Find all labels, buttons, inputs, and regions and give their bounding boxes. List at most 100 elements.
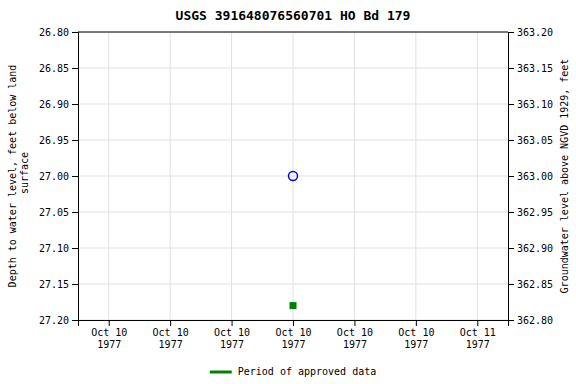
y-tick-mark: [72, 68, 78, 69]
grid-line-y: [78, 32, 508, 33]
y2-tick: 363.10: [508, 99, 553, 110]
x-tick-label: Oct 101977: [214, 327, 250, 350]
y2-tick-label: 363.10: [517, 99, 553, 110]
y2-tick-mark: [508, 68, 514, 69]
y-axis-title-line: surface: [19, 152, 30, 200]
y2-axis-title: Groundwater level above NGVD 1929, feet: [559, 59, 570, 294]
y2-tick: 362.80: [508, 315, 553, 326]
x-tick-label: Oct 101977: [398, 327, 434, 350]
title: USGS 391648076560701 HO Bd 179: [176, 8, 411, 23]
grid-line-x: [354, 32, 355, 320]
series: [289, 172, 298, 181]
y-axis-title: Depth to water level, feet below land su…: [7, 65, 30, 288]
x-tick-label-line: 1977: [159, 339, 183, 350]
grid-line-x: [231, 32, 232, 320]
y-tick-mark: [72, 140, 78, 141]
y2-tick: 363.15: [508, 63, 553, 74]
y2-tick-mark: [508, 248, 514, 249]
y-tick: 27.15: [39, 279, 78, 290]
legend: Period of approved data: [210, 366, 376, 377]
y-tick-label: 27.15: [39, 279, 69, 290]
x-tick: Oct 101977: [275, 320, 311, 350]
x-tick-mark: [354, 320, 355, 326]
x-tick-label-line: Oct 10: [214, 327, 250, 338]
y-tick-label: 27.05: [39, 207, 69, 218]
y2-axis-line: [509, 33, 515, 321]
x-tick-label-line: 1977: [281, 339, 305, 350]
point: [289, 172, 298, 181]
x-tick-label-line: 1977: [404, 339, 428, 350]
y-tick-label: 27.20: [39, 315, 69, 326]
y2-tick: 362.85: [508, 279, 553, 290]
x-tick-label: Oct 101977: [153, 327, 189, 350]
y2-tick: 363.20: [508, 27, 553, 38]
x-tick: Oct 101977: [337, 320, 373, 350]
y2-tick-mark: [508, 104, 514, 105]
x-tick-label-line: 1977: [343, 339, 367, 350]
data-layer: [289, 172, 298, 310]
y-tick-mark: [72, 284, 78, 285]
x-tick-label-line: Oct 10: [275, 327, 311, 338]
frame-top: [78, 32, 508, 33]
y-tick: 26.95: [39, 135, 78, 146]
y2-tick-mark: [508, 176, 514, 177]
x-tick: Oct 101977: [153, 320, 189, 350]
y-tick: 27.10: [39, 243, 78, 254]
x-tick: Oct 111977: [460, 320, 496, 350]
y2-tick-label: 362.90: [517, 243, 553, 254]
y-tick: 27.20: [39, 315, 78, 326]
x-tick: Oct 101977: [398, 320, 434, 350]
x-tick-mark: [416, 320, 417, 326]
grid-line-x: [108, 32, 109, 320]
legend-label: Period of approved data: [238, 366, 376, 377]
grid: [78, 32, 508, 320]
y2-tick-label: 362.80: [517, 315, 553, 326]
y2-tick: 362.95: [508, 207, 553, 218]
y-tick-mark: [72, 248, 78, 249]
y2-tick-mark: [508, 284, 514, 285]
y-tick: 26.80: [39, 27, 78, 38]
y-axis-line: [72, 33, 79, 321]
y-tick: 26.90: [39, 99, 78, 110]
y2-tick-label: 363.15: [517, 63, 553, 74]
plot-root: Oct 101977Oct 101977Oct 101977Oct 101977…: [39, 27, 553, 350]
y-axis-title-line: Depth to water level, feet below land: [7, 65, 18, 288]
y-tick-label: 26.85: [39, 63, 69, 74]
y-tick-mark: [72, 32, 78, 33]
y2-tick-label: 363.20: [517, 27, 553, 38]
x-tick-mark: [109, 320, 110, 326]
y-tick: 26.85: [39, 63, 78, 74]
x-tick-label-line: Oct 11: [460, 327, 496, 338]
y2-tick: 363.05: [508, 135, 553, 146]
y-tick-mark: [72, 212, 78, 213]
y2-tick-label: 362.85: [517, 279, 553, 290]
x-axis: Oct 101977Oct 101977Oct 101977Oct 101977…: [79, 320, 509, 350]
y-tick-mark: [72, 104, 78, 105]
x-tick-label-line: 1977: [220, 339, 244, 350]
y2-tick: 362.90: [508, 243, 553, 254]
x-tick-mark: [477, 320, 478, 326]
grid-line-x: [170, 32, 171, 320]
y-tick-mark: [72, 320, 78, 321]
y-tick-mark: [72, 176, 78, 177]
y-tick: 27.05: [39, 207, 78, 218]
y2-tick-mark: [508, 212, 514, 213]
x-tick-label: Oct 111977: [460, 327, 496, 350]
x-tick-label: Oct 101977: [337, 327, 373, 350]
x-tick-label-line: Oct 10: [91, 327, 127, 338]
x-tick: Oct 101977: [214, 320, 250, 350]
x-tick-mark: [170, 320, 171, 326]
y-tick-label: 26.80: [39, 27, 69, 38]
y-tick-label: 27.10: [39, 243, 69, 254]
grid-line-x: [293, 32, 294, 320]
x-tick-label-line: 1977: [466, 339, 490, 350]
y2-tick-mark: [508, 320, 514, 321]
x-tick: Oct 101977: [91, 320, 127, 350]
x-tick-label: Oct 101977: [275, 327, 311, 350]
x-axis-line: [79, 321, 509, 327]
y-tick: 27.00: [39, 171, 78, 182]
chart: Oct 101977Oct 101977Oct 101977Oct 101977…: [0, 0, 576, 384]
grid-line-x: [415, 32, 416, 320]
x-tick-mark: [232, 320, 233, 326]
y2-tick-label: 363.05: [517, 135, 553, 146]
